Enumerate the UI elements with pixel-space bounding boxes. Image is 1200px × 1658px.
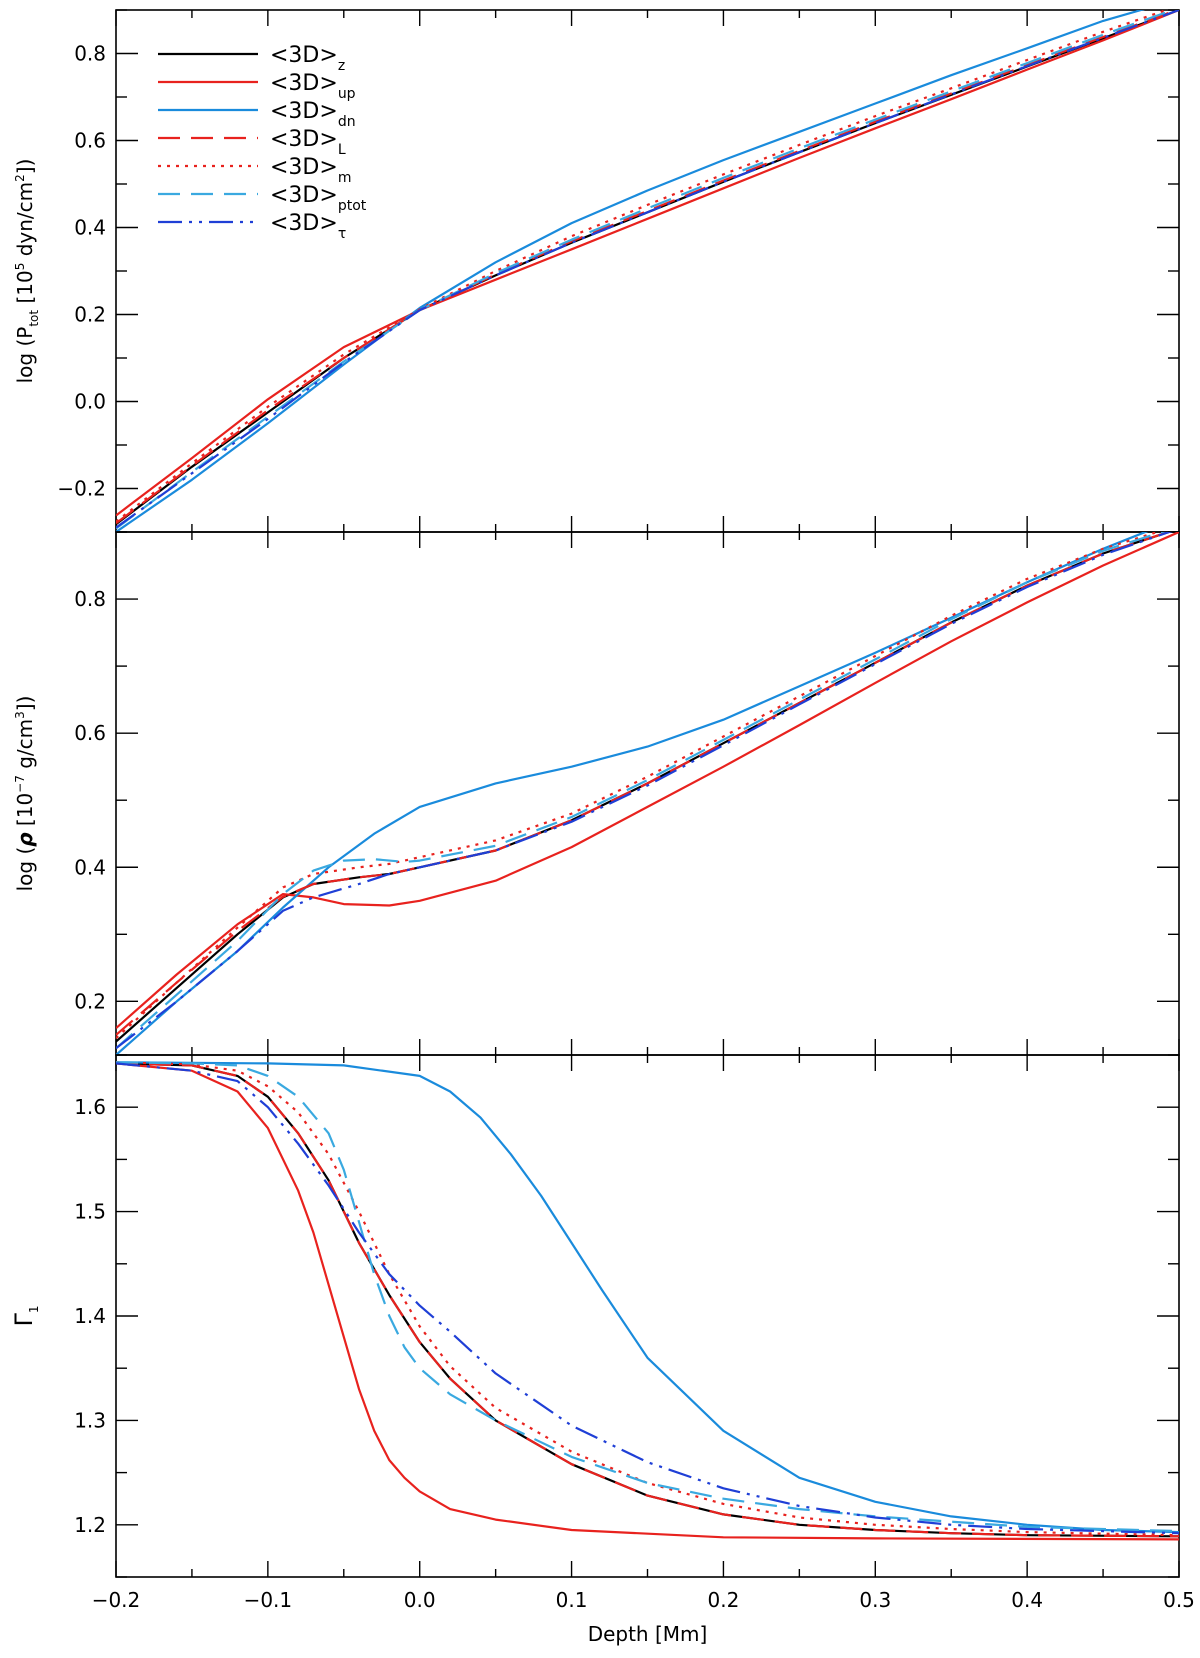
legend-name: <3D> <box>270 99 338 124</box>
panel-middle: 0.2 0.4 0.6 0.8 log (ρ [10−7 g/cm3]) <box>13 531 1180 1056</box>
y-tick-label: 0.8 <box>74 587 106 611</box>
series-line-m <box>116 1061 1179 1537</box>
x-axis-title: Depth [Mm] <box>588 1622 708 1646</box>
x-tick-label: −0.2 <box>92 1588 141 1612</box>
legend-label-dn: <3D>dn <box>270 99 356 130</box>
x-tick-label: 0.2 <box>708 1588 740 1612</box>
legend-name: <3D> <box>270 43 338 68</box>
series-group <box>116 1061 1179 1541</box>
series-line-ptot <box>116 10 1177 530</box>
ylabel-rho: ρ <box>13 832 37 846</box>
legend-subscript: m <box>338 170 352 186</box>
y-tick-label: 0.8 <box>74 42 106 66</box>
ylabel-superscript: 5 <box>13 263 27 271</box>
legend-label-ptot: <3D>ptot <box>270 183 367 214</box>
y-tick-label: 0.2 <box>74 989 106 1013</box>
legend: <3D>z<3D>up<3D>dn<3D>L<3D>m<3D>ptot<3D>τ <box>158 43 367 242</box>
ylabel-text: dyn/cm <box>13 182 37 263</box>
y-tick-label: 0.6 <box>74 721 106 745</box>
legend-subscript: L <box>338 142 346 158</box>
legend-label-τ: <3D>τ <box>270 211 346 242</box>
x-tick-label: 0.1 <box>556 1588 588 1612</box>
x-tick-label: 0.0 <box>404 1588 436 1612</box>
y-axis-title: Γ1 <box>10 1305 41 1326</box>
legend-name: <3D> <box>270 183 338 208</box>
ylabel-text: [10 <box>13 270 37 310</box>
y-tick-label: 1.4 <box>74 1304 106 1328</box>
series-line-up <box>116 10 1179 517</box>
y-tick-label: 1.6 <box>74 1095 106 1119</box>
y-tick-label: 1.2 <box>74 1513 106 1537</box>
legend-label-L: <3D>L <box>270 127 346 158</box>
legend-subscript: τ <box>338 226 346 242</box>
y-tick-label: 0.4 <box>74 216 106 240</box>
x-tick-label: 0.4 <box>1011 1588 1043 1612</box>
y-tick-label: 0.4 <box>74 855 106 879</box>
series-line-dn <box>116 532 1149 1055</box>
series-line-dn <box>116 1061 1179 1534</box>
series-line-τ <box>116 532 1173 1050</box>
ylabel-text: Γ <box>10 1313 38 1327</box>
ylabel-superscript: −7 <box>13 775 27 793</box>
panel-bottom: 1.2 1.3 1.4 1.5 1.6 −0.2 −0.1 0.0 0.1 0.2 0.3 0.4 0.… <box>10 1054 1195 1646</box>
series-line-up <box>116 1062 1179 1541</box>
ylabel-superscript: 2 <box>13 174 27 182</box>
series-line-m <box>116 532 1162 1040</box>
y-axis-title: log (ρ [10−7 g/cm3]) <box>13 696 37 892</box>
y-tick-label: −0.2 <box>57 477 106 501</box>
ylabel-subscript: tot <box>27 310 41 327</box>
series-line-L <box>116 1062 1179 1538</box>
legend-label-z: <3D>z <box>270 43 345 74</box>
series-group <box>116 532 1179 1055</box>
ylabel-text: log (P <box>13 327 37 384</box>
series-line-up <box>116 532 1179 1030</box>
series-line-z <box>116 1062 1179 1538</box>
x-tick-label: −0.1 <box>244 1588 293 1612</box>
ylabel-text: g/cm <box>13 719 37 775</box>
legend-name: <3D> <box>270 71 338 96</box>
ylabel-text: [10 <box>13 793 37 833</box>
ylabel-text: ]) <box>13 696 37 712</box>
legend-subscript: up <box>338 86 356 102</box>
panel-top: −0.2 0.0 0.2 0.4 0.6 0.8 log (Ptot [105 dyn/cm… <box>13 9 1180 533</box>
ylabel-superscript: 3 <box>13 711 27 719</box>
series-line-ptot <box>116 532 1166 1050</box>
legend-label-up: <3D>up <box>270 71 356 102</box>
series-group <box>116 10 1179 532</box>
series-line-ptot <box>116 1061 1179 1533</box>
plot-frame <box>115 531 1180 1056</box>
legend-name: <3D> <box>270 211 338 236</box>
series-line-τ <box>116 1062 1179 1535</box>
y-tick-label: 1.5 <box>74 1200 106 1224</box>
ylabel-subscript: 1 <box>27 1305 41 1313</box>
legend-name: <3D> <box>270 127 338 152</box>
legend-label-m: <3D>m <box>270 155 351 186</box>
y-axis-title: log (Ptot [105 dyn/cm2]) <box>13 159 41 384</box>
x-tick-label: 0.5 <box>1163 1588 1195 1612</box>
y-tick-label: 1.3 <box>74 1408 106 1432</box>
series-line-L <box>116 532 1173 1036</box>
legend-subscript: dn <box>338 114 356 130</box>
legend-subscript: z <box>338 58 345 74</box>
y-tick-label: 0.6 <box>74 129 106 153</box>
y-tick-label: 0.2 <box>74 303 106 327</box>
x-tick-label: 0.3 <box>859 1588 891 1612</box>
ylabel-text: log ( <box>13 847 37 892</box>
series-line-dn <box>116 10 1146 532</box>
plot-frame <box>115 1054 1180 1578</box>
y-tick-label: 0.0 <box>74 390 106 414</box>
ylabel-text: ]) <box>13 159 37 175</box>
series-line-τ <box>116 10 1179 529</box>
series-line-m <box>116 10 1170 523</box>
legend-name: <3D> <box>270 155 338 180</box>
legend-subscript: ptot <box>338 198 367 214</box>
